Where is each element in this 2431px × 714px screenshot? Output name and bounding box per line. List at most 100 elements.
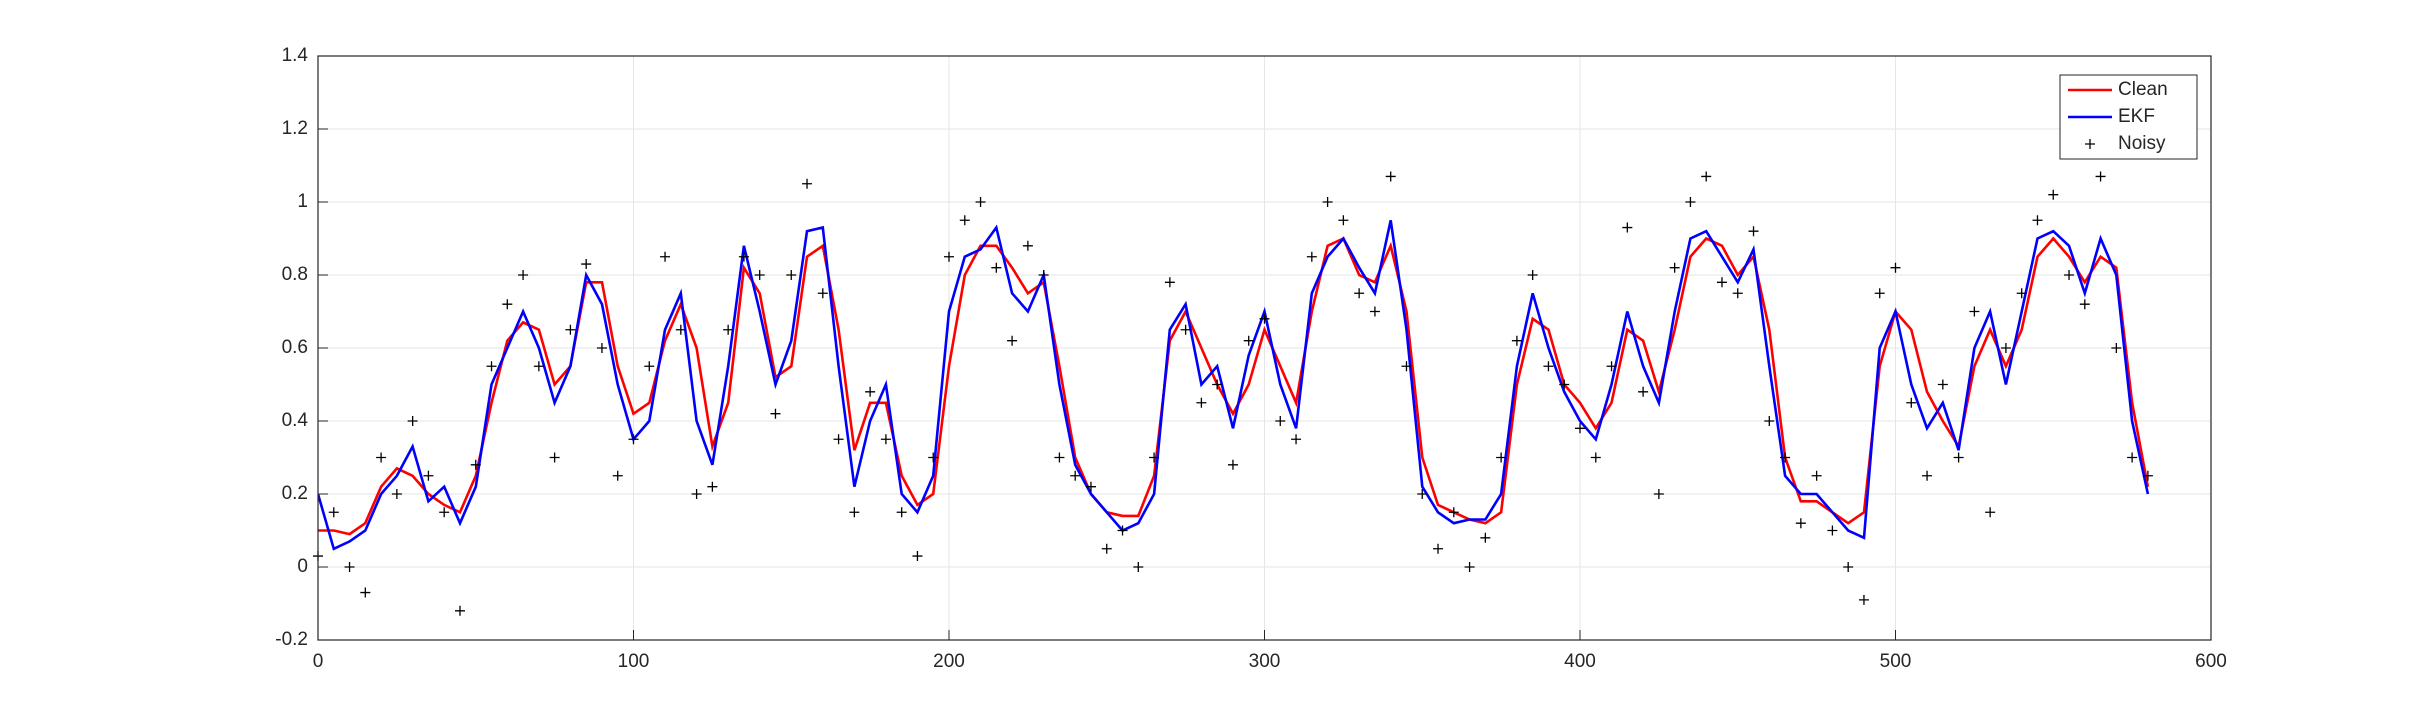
noisy-point [1196,397,1207,408]
noisy-point [1022,240,1033,251]
noisy-point [502,299,513,310]
noisy-point [928,452,939,463]
noisy-point [2064,270,2075,280]
noisy-point [1369,306,1380,317]
noisy-point [691,489,702,499]
noisy-point [1133,562,1144,572]
x-tick-label: 200 [933,651,965,672]
noisy-point [2142,470,2153,481]
noisy-point [1575,423,1585,434]
noisy-point [1811,470,1822,481]
noisy-point [1937,379,1948,390]
noisy-point [1858,594,1869,605]
noisy-point [360,587,371,598]
noisy-point [1701,171,1712,182]
noisy-point [2095,171,2106,182]
noisy-point [565,324,576,335]
noisy-point [581,259,592,270]
y-tick-label: 1.2 [282,118,308,139]
y-tick-label: 1.4 [282,45,309,66]
noisy-point [754,270,765,280]
x-tick-label: 500 [1880,651,1912,672]
noisy-point [1275,416,1286,426]
noisy-point [880,434,891,445]
noisy-point [1085,481,1096,492]
noisy-point [707,481,718,492]
noisy-point [1117,525,1128,536]
noisy-point [1590,452,1601,463]
noisy-point [644,361,655,372]
noisy-point [1054,452,1065,463]
x-tick-label: 100 [618,651,650,672]
noisy-point [1653,489,1664,499]
legend-swatch [2085,139,2095,149]
noisy-point [1338,215,1349,226]
noisy-point [896,507,907,518]
noisy-point [1748,226,1759,237]
noisy-point [1212,379,1223,390]
noisy-point [2032,215,2043,226]
noisy-point [1227,459,1238,470]
noisy-point [1890,262,1901,273]
noisy-point [1606,361,1617,372]
x-tick-label: 600 [2195,651,2227,672]
noisy-point [1101,543,1112,554]
noisy-point [738,251,749,262]
series-line [318,236,2150,536]
legend-label: Clean [2118,79,2168,100]
noisy-point [439,507,450,518]
noisy-point [865,386,876,397]
noisy-point [2127,452,2138,463]
noisy-point [1511,335,1522,346]
noisy-point [1480,532,1491,543]
noisy-point [1874,288,1885,299]
noisy-point [975,197,986,207]
noisy-point [391,489,402,499]
noisy-point [612,470,623,481]
noisy-point [1669,262,1680,273]
noisy-point [1164,277,1175,288]
y-tick-label: -0.2 [275,629,308,650]
noisy-point [1291,434,1302,445]
noisy-point [770,408,781,419]
noisy-point [944,251,954,262]
noisy-point [1922,470,1933,481]
noisy-point [959,215,970,226]
noisy-point [344,562,355,572]
noisy-point [1007,335,1018,346]
noisy-point [454,605,465,616]
noisy-point [1795,518,1806,529]
noisy-point [1953,452,1964,463]
y-tick-label: 0.4 [282,410,309,431]
noisy-point [1464,562,1475,572]
noisy-point [423,470,434,481]
noisy-point [2048,189,2059,200]
noisy-point [328,507,339,518]
noisy-point [1985,507,1996,518]
x-tick-label: 400 [1564,651,1596,672]
noisy-point [723,324,734,335]
noisy-point [1969,306,1980,317]
noisy-point [991,262,1002,273]
noisy-point [849,507,860,518]
y-tick-label: 1 [297,191,308,212]
noisy-point [660,251,671,262]
noisy-point [1780,452,1791,463]
noisy-point [376,452,387,463]
noisy-point [533,361,544,372]
plot-frame [317,55,2212,641]
noisy-point [2111,343,2122,353]
noisy-point [1385,171,1396,182]
noisy-point [675,324,686,335]
noisy-point [1543,361,1554,372]
noisy-point [817,288,828,299]
noisy-point [1322,197,1333,207]
noisy-point [486,361,497,372]
noisy-point [1732,288,1743,299]
noisy-point [833,434,844,445]
noisy-point [1843,562,1854,572]
noisy-point [549,452,560,463]
noisy-point [1243,335,1254,346]
noisy-point [596,343,607,353]
